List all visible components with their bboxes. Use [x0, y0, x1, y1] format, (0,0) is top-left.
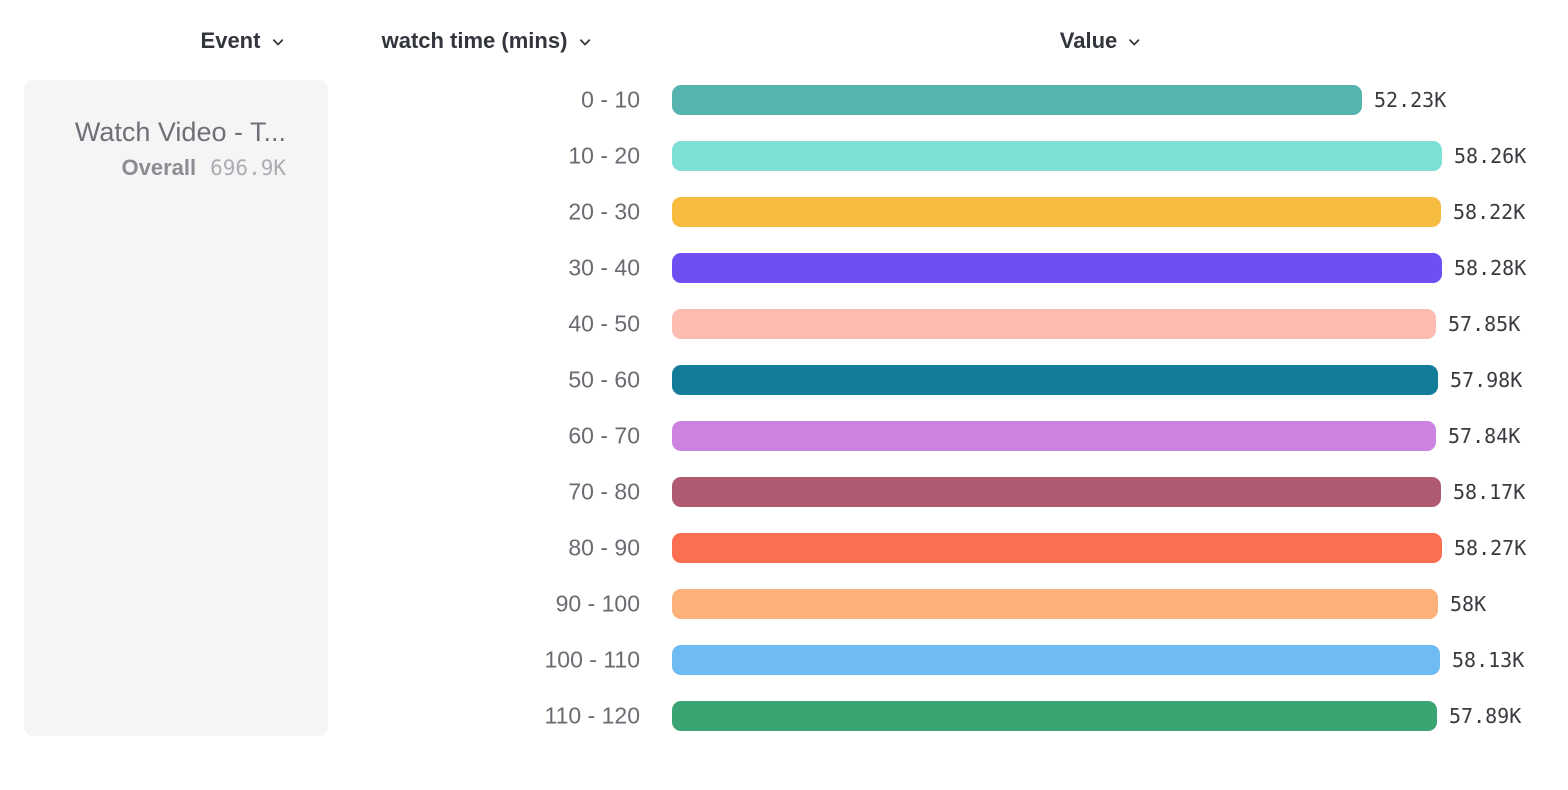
bar-segment[interactable] — [672, 253, 1442, 283]
bar-segment[interactable] — [672, 85, 1362, 115]
value-label: 58.26K — [1454, 144, 1527, 168]
bar-segment[interactable] — [672, 197, 1441, 227]
bar-segment[interactable] — [672, 645, 1440, 675]
category-label: 0 - 10 — [581, 86, 640, 113]
chart-row: 50 - 60 57.98K — [0, 352, 1568, 408]
column-header-event[interactable]: Event — [201, 26, 286, 56]
value-label: 57.89K — [1449, 704, 1522, 728]
category-label: 30 - 40 — [568, 254, 640, 281]
chart-row: 110 - 120 57.89K — [0, 688, 1568, 744]
category-label: 50 - 60 — [568, 366, 640, 393]
value-label: 58.27K — [1454, 536, 1527, 560]
chart-row: 20 - 30 58.22K — [0, 184, 1568, 240]
chart-row: 80 - 90 58.27K — [0, 520, 1568, 576]
overall-value: 696.9K — [210, 156, 286, 180]
category-label: 100 - 110 — [544, 646, 640, 673]
chart-row: 70 - 80 58.17K — [0, 464, 1568, 520]
value-label: 58K — [1450, 592, 1487, 616]
chevron-down-icon — [1127, 32, 1142, 50]
chart-row: 90 - 100 58K — [0, 576, 1568, 632]
value-label: 58.28K — [1454, 256, 1527, 280]
bar-segment[interactable] — [672, 141, 1442, 171]
column-header-breakdown-label: watch time (mins) — [381, 28, 568, 53]
event-title: Watch Video - T... — [74, 117, 286, 147]
chart-row: 0 - 10 52.23K — [0, 72, 1568, 128]
bar-segment[interactable] — [672, 309, 1436, 339]
event-overall-row: Overall 696.9K — [44, 154, 286, 185]
column-header-event-label: Event — [200, 28, 261, 53]
value-label: 57.98K — [1450, 368, 1523, 392]
chart-row: 100 - 110 58.13K — [0, 632, 1568, 688]
bar-segment[interactable] — [672, 701, 1437, 731]
value-label: 57.84K — [1448, 424, 1521, 448]
bar-segment[interactable] — [672, 589, 1438, 619]
column-header-value-label: Value — [1059, 28, 1118, 53]
bar-segment[interactable] — [672, 421, 1436, 451]
value-label: 58.22K — [1453, 200, 1526, 224]
value-label: 58.13K — [1452, 648, 1525, 672]
column-header-value[interactable]: Value — [1060, 26, 1142, 56]
chart-row: 40 - 50 57.85K — [0, 296, 1568, 352]
category-label: 10 - 20 — [568, 142, 640, 169]
category-label: 90 - 100 — [555, 590, 640, 617]
category-label: 40 - 50 — [568, 310, 640, 337]
value-label: 52.23K — [1374, 88, 1447, 112]
category-label: 20 - 30 — [568, 198, 640, 225]
category-label: 110 - 120 — [544, 702, 640, 729]
chart-row: 10 - 20 58.26K — [0, 128, 1568, 184]
value-label: 58.17K — [1453, 480, 1526, 504]
chart-row: 30 - 40 58.28K — [0, 240, 1568, 296]
overall-label: Overall — [121, 155, 197, 180]
bar-segment[interactable] — [672, 477, 1441, 507]
column-header-breakdown[interactable]: watch time (mins) — [382, 26, 593, 56]
category-label: 80 - 90 — [568, 534, 640, 561]
value-label: 57.85K — [1448, 312, 1521, 336]
chart-row: 60 - 70 57.84K — [0, 408, 1568, 464]
bar-segment[interactable] — [672, 365, 1438, 395]
category-label: 70 - 80 — [568, 478, 640, 505]
chevron-down-icon — [577, 32, 592, 50]
event-card[interactable]: Watch Video - T... Overall 696.9K — [24, 80, 328, 736]
bar-segment[interactable] — [672, 533, 1442, 563]
category-label: 60 - 70 — [568, 422, 640, 449]
chevron-down-icon — [270, 32, 285, 50]
